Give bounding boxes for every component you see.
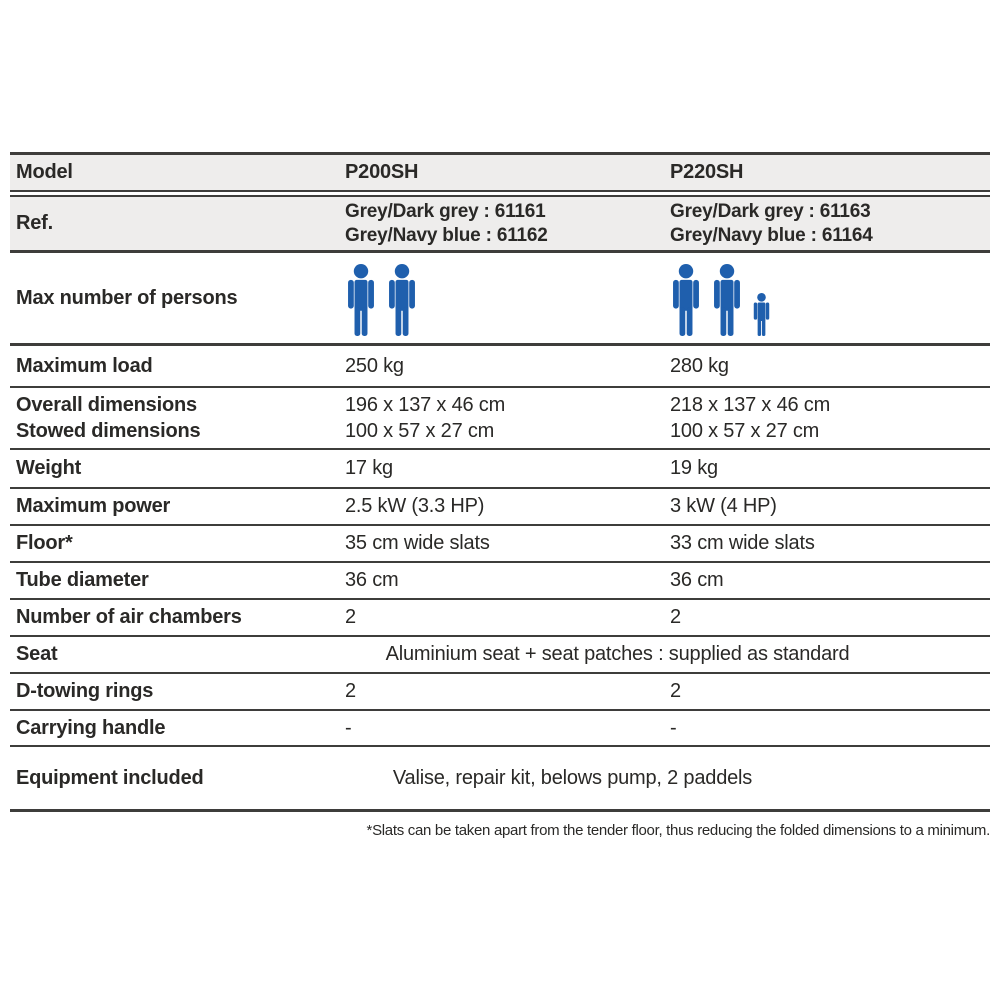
d-towing-rings-row: D-towing rings 2 2 bbox=[10, 674, 990, 711]
stowed-dimensions-label: Stowed dimensions bbox=[16, 420, 201, 442]
max-power-label: Maximum power bbox=[16, 495, 171, 517]
adult-person-icon bbox=[711, 264, 743, 336]
spec-table: Model P200SH P220SH Ref. Grey/Dark grey … bbox=[10, 152, 990, 812]
dimensions-row: Overall dimensions Stowed dimensions 196… bbox=[10, 388, 990, 450]
tube-diameter-p220sh: 36 cm bbox=[670, 569, 724, 591]
ref-values-p200sh: Grey/Dark grey : 61161 Grey/Navy blue : … bbox=[345, 200, 670, 248]
tube-diameter-label: Tube diameter bbox=[16, 569, 149, 591]
max-power-row: Maximum power 2.5 kW (3.3 HP) 3 kW (4 HP… bbox=[10, 489, 990, 526]
air-chambers-p220sh: 2 bbox=[670, 606, 681, 628]
ref-code: 61162 bbox=[496, 224, 548, 246]
stowed-dimensions-value: 100 x 57 x 27 cm bbox=[670, 420, 820, 442]
stowed-dimensions-value: 100 x 57 x 27 cm bbox=[345, 420, 495, 442]
persons-p220sh bbox=[670, 260, 990, 336]
ref-row-label: Ref. bbox=[16, 212, 53, 234]
floor-p200sh: 35 cm wide slats bbox=[345, 532, 490, 554]
floor-label: Floor* bbox=[16, 532, 73, 554]
overall-dimensions-label: Overall dimensions bbox=[16, 394, 197, 416]
slats-footnote: *Slats can be taken apart from the tende… bbox=[366, 822, 991, 839]
equipment-row: Equipment included Valise, repair kit, b… bbox=[10, 747, 990, 812]
equipment-value: Valise, repair kit, belows pump, 2 padde… bbox=[392, 766, 753, 789]
adult-person-icon bbox=[670, 264, 702, 336]
d-towing-rings-label: D-towing rings bbox=[16, 680, 154, 702]
header-divider bbox=[10, 190, 990, 197]
persons-icon-group bbox=[670, 264, 990, 336]
ref-row: Ref. Grey/Dark grey : 61161 Grey/Navy bl… bbox=[10, 197, 990, 253]
max-power-p200sh: 2.5 kW (3.3 HP) bbox=[345, 495, 485, 517]
ref-values-p220sh: Grey/Dark grey : 61163 Grey/Navy blue : … bbox=[670, 200, 990, 248]
model-header-row: Model P200SH P220SH bbox=[10, 155, 990, 190]
d-towing-rings-p220sh: 2 bbox=[670, 680, 681, 702]
tube-diameter-row: Tube diameter 36 cm 36 cm bbox=[10, 563, 990, 600]
persons-p200sh bbox=[345, 260, 670, 336]
carrying-handle-row: Carrying handle - - bbox=[10, 711, 990, 747]
carrying-handle-label: Carrying handle bbox=[16, 716, 166, 739]
air-chambers-row: Number of air chambers 2 2 bbox=[10, 600, 990, 637]
ref-code: 61163 bbox=[819, 200, 871, 222]
ref-code: 61164 bbox=[821, 224, 873, 246]
equipment-label: Equipment included bbox=[16, 766, 204, 789]
dimensions-labels: Overall dimensions Stowed dimensions bbox=[10, 392, 345, 444]
max-load-label: Maximum load bbox=[16, 354, 153, 377]
floor-row: Floor* 35 cm wide slats 33 cm wide slats bbox=[10, 526, 990, 563]
ref-code: 61161 bbox=[494, 200, 546, 222]
adult-person-icon bbox=[386, 264, 418, 336]
ref-line: Grey/Navy blue : 61162 bbox=[345, 224, 670, 248]
overall-dimensions-value: 218 x 137 x 46 cm bbox=[670, 394, 831, 416]
weight-p220sh: 19 kg bbox=[670, 457, 718, 479]
ref-color-label: Grey/Dark grey : bbox=[345, 200, 490, 222]
ref-color-label: Grey/Dark grey : bbox=[670, 200, 815, 222]
model-name-p220sh: P220SH bbox=[670, 161, 744, 183]
ref-line: Grey/Dark grey : 61163 bbox=[670, 200, 990, 224]
air-chambers-label: Number of air chambers bbox=[16, 606, 242, 628]
ref-line: Grey/Navy blue : 61164 bbox=[670, 224, 990, 248]
dimensions-p220sh: 218 x 137 x 46 cm 100 x 57 x 27 cm bbox=[670, 392, 990, 444]
seat-label: Seat bbox=[16, 643, 58, 665]
persons-icon-group bbox=[345, 264, 670, 336]
seat-value: Aluminium seat + seat patches : supplied… bbox=[385, 643, 850, 665]
air-chambers-p200sh: 2 bbox=[345, 606, 356, 628]
ref-color-label: Grey/Navy blue : bbox=[345, 224, 492, 246]
weight-label: Weight bbox=[16, 457, 82, 479]
carrying-handle-p220sh: - bbox=[670, 716, 677, 739]
ref-color-label: Grey/Navy blue : bbox=[670, 224, 817, 246]
adult-person-icon bbox=[345, 264, 377, 336]
max-load-row: Maximum load 250 kg 280 kg bbox=[10, 346, 990, 388]
ref-line: Grey/Dark grey : 61161 bbox=[345, 200, 670, 224]
max-load-p200sh: 250 kg bbox=[345, 354, 404, 377]
floor-p220sh: 33 cm wide slats bbox=[670, 532, 815, 554]
weight-row: Weight 17 kg 19 kg bbox=[10, 450, 990, 489]
d-towing-rings-p200sh: 2 bbox=[345, 680, 356, 702]
max-load-p220sh: 280 kg bbox=[670, 354, 729, 377]
model-row-label: Model bbox=[16, 161, 73, 183]
carrying-handle-p200sh: - bbox=[345, 716, 352, 739]
max-power-p220sh: 3 kW (4 HP) bbox=[670, 495, 777, 517]
model-name-p200sh: P200SH bbox=[345, 161, 419, 183]
persons-row-label: Max number of persons bbox=[16, 286, 238, 309]
seat-row: Seat Aluminium seat + seat patches : sup… bbox=[10, 637, 990, 674]
weight-p200sh: 17 kg bbox=[345, 457, 393, 479]
tube-diameter-p200sh: 36 cm bbox=[345, 569, 399, 591]
persons-row: Max number of persons bbox=[10, 253, 990, 346]
child-person-icon bbox=[752, 293, 771, 336]
dimensions-p200sh: 196 x 137 x 46 cm 100 x 57 x 27 cm bbox=[345, 392, 670, 444]
overall-dimensions-value: 196 x 137 x 46 cm bbox=[345, 394, 506, 416]
